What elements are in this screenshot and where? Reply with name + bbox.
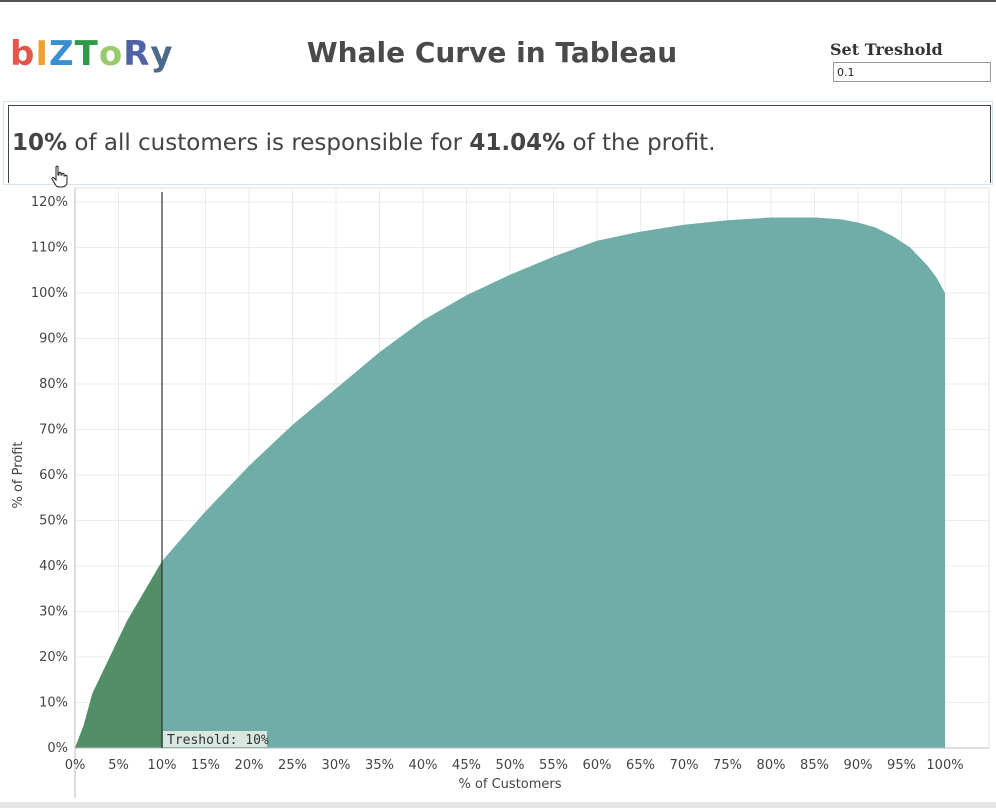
y-tick-label: 40% (39, 559, 68, 574)
summary-panel-border (3, 101, 993, 185)
logo-letter: o (98, 34, 124, 74)
logo-letter: b (10, 34, 36, 74)
threshold-area (75, 561, 162, 748)
y-tick-label: 110% (31, 241, 68, 256)
logo-letter: I (35, 34, 49, 74)
x-tick-label: 95% (887, 758, 916, 773)
y-tick-label: 50% (39, 514, 68, 529)
y-tick-label: 10% (39, 696, 68, 711)
y-tick-label: 100% (31, 286, 68, 301)
summary-sentence: 10% of all customers is responsible for … (12, 130, 716, 156)
chart-axes (74, 188, 989, 798)
biztory-logo: bIZToRy (10, 34, 174, 74)
x-axis-label: % of Customers (458, 777, 561, 792)
summary-end-text: of the profit. (565, 130, 716, 156)
y-tick-labels: 0% 10% 20% 30% 40% 50% 60% 70% 80% 90% 100% 110% 120… (31, 195, 68, 756)
x-tick-label: 65% (626, 758, 655, 773)
summary-panel (8, 105, 991, 183)
y-tick-label: 60% (39, 468, 68, 483)
y-tick-label: 70% (39, 423, 68, 438)
y-tick-label: 80% (39, 377, 68, 392)
x-tick-label: 35% (365, 758, 394, 773)
x-tick-label: 45% (452, 758, 481, 773)
chart-areas (75, 217, 945, 748)
top-rule (0, 0, 996, 2)
y-tick-label: 30% (39, 605, 68, 620)
x-tick-label: 80% (757, 758, 786, 773)
logo-letter: Z (49, 34, 75, 74)
y-tick-label: 120% (31, 195, 68, 210)
x-tick-label: 85% (800, 758, 829, 773)
summary-profit-pct: 41.04% (469, 130, 566, 156)
x-tick-label: 70% (670, 758, 699, 773)
whale-curve-chart: 0% 10% 20% 30% 40% 50% 60% 70% 80% 90% 100% 110% 120… (11, 187, 990, 798)
x-tick-label: 40% (409, 758, 438, 773)
x-tick-label: 90% (844, 758, 873, 773)
x-tick-label: 55% (539, 758, 568, 773)
x-tick-label: 15% (191, 758, 220, 773)
x-tick-label: 5% (108, 758, 129, 773)
x-tick-label: 100% (926, 758, 963, 773)
threshold-label: Treshold: 10% (167, 733, 269, 748)
y-tick-label: 90% (39, 332, 68, 347)
logo-letter: T (74, 34, 99, 74)
dashboard-title: Whale Curve in Tableau (306, 36, 678, 69)
x-tick-label: 0% (65, 758, 86, 773)
threshold-parameter-label: Set Treshold (830, 40, 943, 59)
x-tick-label: 20% (235, 758, 264, 773)
x-tick-labels: 0% 5% 10% 15% 20% 25% 30% 35% 40% 45% 50% 55% 60% 65%… (65, 758, 964, 773)
logo-letter: y (150, 34, 174, 74)
summary-customer-pct: 10% (12, 130, 68, 156)
logo-letter: R (123, 34, 151, 74)
hand-cursor-icon (51, 165, 68, 188)
profit-area (75, 217, 945, 748)
x-tick-label: 25% (278, 758, 307, 773)
x-tick-label: 50% (496, 758, 525, 773)
y-tick-label: 0% (47, 741, 68, 756)
y-axis-label: % of Profit (11, 441, 26, 508)
y-tick-label: 20% (39, 650, 68, 665)
x-tick-label: 75% (713, 758, 742, 773)
x-tick-label: 10% (148, 758, 177, 773)
threshold-parameter-input[interactable] (833, 62, 991, 82)
bottom-scroll-bar[interactable] (0, 802, 996, 808)
threshold-label-background (163, 731, 267, 747)
summary-middle-text: of all customers is responsible for (67, 130, 470, 156)
x-tick-label: 60% (583, 758, 612, 773)
x-tick-label: 30% (322, 758, 351, 773)
